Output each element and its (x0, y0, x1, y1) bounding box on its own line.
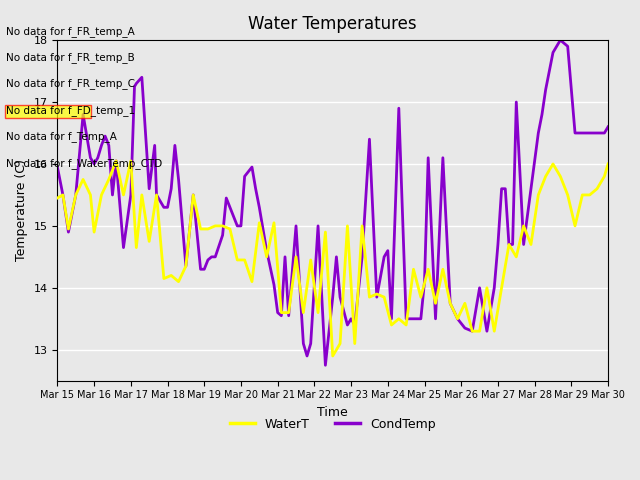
Text: No data for f_FR_temp_C: No data for f_FR_temp_C (6, 78, 136, 89)
Title: Water Temperatures: Water Temperatures (248, 15, 417, 33)
Legend: WaterT, CondTemp: WaterT, CondTemp (225, 413, 440, 436)
Text: No data for f_FR_temp_B: No data for f_FR_temp_B (6, 52, 135, 63)
FancyBboxPatch shape (5, 105, 91, 118)
Text: No data for f_FR_temp_A: No data for f_FR_temp_A (6, 25, 135, 36)
X-axis label: Time: Time (317, 406, 348, 419)
Text: No data for f_FD_temp_1: No data for f_FD_temp_1 (6, 105, 136, 116)
Text: No data for f_WaterTemp_CTD: No data for f_WaterTemp_CTD (6, 157, 163, 168)
Text: No data for f_Temp_A: No data for f_Temp_A (6, 131, 117, 142)
Y-axis label: Temperature (C): Temperature (C) (15, 159, 28, 261)
